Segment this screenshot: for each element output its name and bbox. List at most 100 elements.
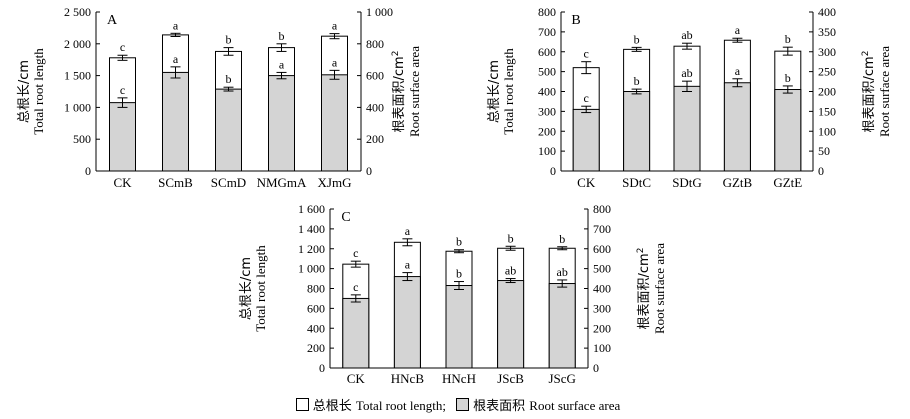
category-label: SCmB	[158, 175, 193, 190]
left-tick-label: 300	[538, 104, 556, 118]
panel-letter: A	[107, 13, 118, 28]
sig-letter-total: b	[785, 32, 791, 46]
right-tick-label: 100	[818, 124, 836, 138]
sig-letter-total: a	[173, 18, 179, 32]
sig-letter-total: b	[634, 32, 640, 46]
right-tick-label: 400	[818, 5, 836, 19]
right-tick-label: 200	[366, 132, 384, 146]
left-axis-title-cn: 总根长/cm	[17, 60, 32, 123]
left-axis-title-cn: 总根长/cm	[487, 60, 502, 123]
legend-area-cn: 根表面积	[473, 399, 526, 414]
right-tick-label: 400	[593, 282, 611, 296]
bar-root-surface-area	[623, 91, 651, 172]
sig-letter-area: ab	[557, 265, 568, 279]
category-label: HNcH	[442, 371, 476, 386]
sig-letter-total: ab	[681, 28, 692, 42]
right-axis-title-en: Root surface area	[407, 46, 422, 137]
left-tick-label: 1 000	[64, 100, 91, 114]
sig-letter-area: a	[735, 64, 741, 78]
legend-swatch-root-surface-area	[456, 398, 470, 411]
category-label: XJmG	[318, 175, 352, 190]
left-tick-label: 400	[307, 321, 325, 335]
left-axis-title-cn: 总根长/cm	[239, 257, 254, 320]
sig-letter-area: b	[456, 267, 462, 281]
right-tick-label: 200	[818, 85, 836, 99]
left-tick-label: 800	[307, 282, 325, 296]
sig-letter-area: ab	[681, 66, 692, 80]
left-axis-title-en: Total root length	[501, 48, 516, 135]
sig-letter-total: b	[508, 231, 514, 245]
sig-letter-total: c	[353, 246, 358, 260]
left-tick-label: 700	[538, 25, 556, 39]
sig-letter-area: a	[405, 258, 411, 272]
sig-letter-area: a	[279, 57, 285, 71]
right-tick-label: 50	[818, 144, 830, 158]
category-label: CK	[113, 175, 132, 190]
sig-letter-total: c	[584, 47, 589, 61]
right-tick-label: 600	[366, 69, 384, 83]
left-tick-label: 400	[538, 85, 556, 99]
right-axis-title-en: Root surface area	[877, 46, 892, 137]
left-tick-label: 1 000	[298, 262, 325, 276]
legend-swatch-total-root-length	[295, 398, 309, 411]
chart-panel-b: 0 100 200 300 400 500 600 700 800 0 50 100 150 200 250…	[487, 5, 892, 190]
sig-letter-area: b	[634, 74, 640, 88]
bar-root-surface-area	[162, 71, 189, 172]
sig-letter-area: c	[353, 280, 358, 294]
bar-root-surface-area	[774, 89, 802, 172]
category-label: SCmD	[211, 175, 246, 190]
bar-root-surface-area	[497, 280, 525, 369]
right-tick-label: 1 000	[366, 5, 393, 19]
left-tick-label: 600	[538, 45, 556, 59]
right-tick-label: 300	[593, 301, 611, 315]
sig-letter-area: ab	[505, 264, 516, 278]
bar-root-surface-area	[215, 88, 242, 172]
bar-root-surface-area	[321, 74, 348, 172]
left-tick-label: 0	[85, 164, 91, 178]
bar-root-surface-area	[445, 285, 473, 369]
left-tick-label: 0	[550, 164, 556, 178]
right-axis-title-en: Root surface area	[652, 243, 667, 334]
right-tick-label: 0	[818, 164, 824, 178]
right-tick-label: 500	[593, 262, 611, 276]
right-tick-label: 0	[366, 164, 372, 178]
sig-letter-total: c	[120, 40, 125, 54]
legend-total-en: Total root length;	[355, 398, 446, 413]
chart-legend: 总根长 Total root length; 根表面积 Root surface…	[0, 395, 910, 414]
left-tick-label: 800	[538, 5, 556, 19]
sig-letter-area: a	[173, 52, 179, 66]
sig-letter-total: a	[735, 23, 741, 37]
category-label: JScB	[497, 371, 524, 386]
left-tick-label: 1 500	[64, 69, 91, 83]
left-tick-label: 200	[538, 124, 556, 138]
category-label: HNcB	[391, 371, 425, 386]
right-tick-label: 100	[593, 341, 611, 355]
left-tick-label: 500	[73, 132, 91, 146]
left-tick-label: 200	[307, 341, 325, 355]
left-tick-label: 600	[307, 301, 325, 315]
category-label: NMGmA	[257, 175, 307, 190]
right-tick-label: 400	[366, 100, 384, 114]
category-label: SDtC	[622, 175, 651, 190]
left-tick-label: 1 600	[298, 202, 325, 216]
sig-letter-area: b	[226, 72, 232, 86]
right-tick-label: 700	[593, 222, 611, 236]
chart-panel-a: 0 500 1 000 1 500 2 000 2 500 0 200 400 600 800 1 0…	[17, 5, 422, 190]
bar-root-surface-area	[268, 75, 295, 172]
right-tick-label: 600	[593, 242, 611, 256]
bar-root-surface-area	[548, 283, 576, 369]
left-tick-label: 500	[538, 65, 556, 79]
panel-letter: B	[571, 13, 580, 28]
category-label: SDtG	[672, 175, 702, 190]
left-tick-label: 100	[538, 144, 556, 158]
bar-root-surface-area	[342, 297, 370, 369]
category-label: CK	[347, 371, 366, 386]
right-tick-label: 250	[818, 65, 836, 79]
left-tick-label: 1 200	[298, 242, 325, 256]
right-tick-label: 150	[818, 104, 836, 118]
bar-root-surface-area	[393, 276, 421, 369]
chart-panel-c: 0 200 400 600 800 1 000 1 200 1 400 1 600 0 100 200…	[239, 202, 667, 386]
bar-root-surface-area	[109, 102, 136, 172]
legend-total-cn: 总根长	[312, 399, 352, 414]
sig-letter-total: b	[456, 235, 462, 249]
